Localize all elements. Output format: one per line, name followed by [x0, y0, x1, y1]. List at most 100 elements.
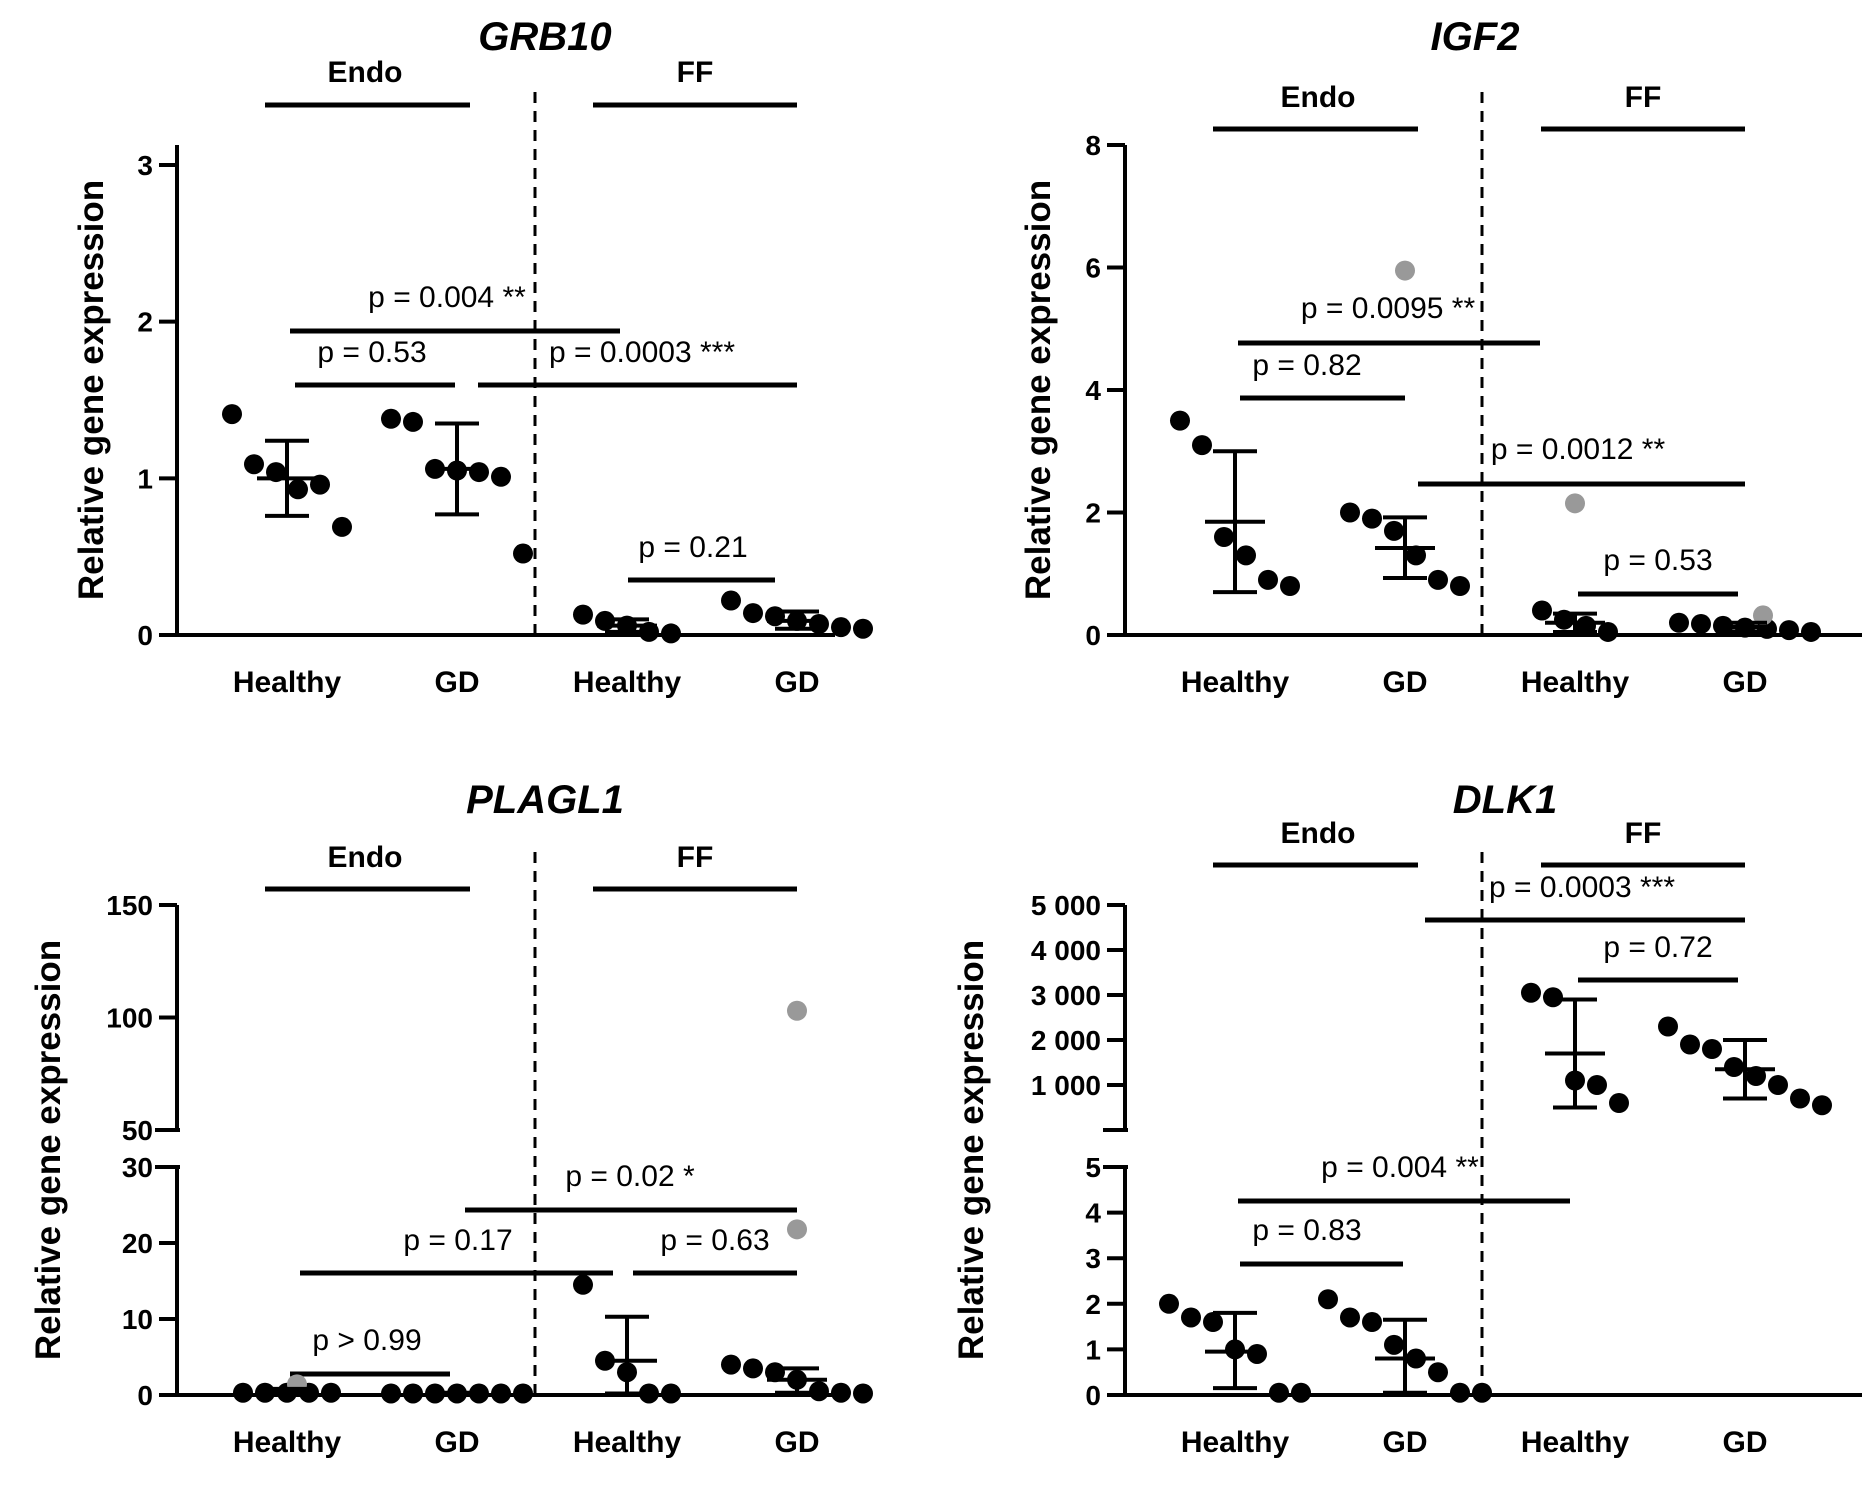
p-value-label: p = 0.0012 **	[1491, 433, 1666, 466]
p-value-label: p = 0.82	[1252, 349, 1361, 382]
p-value-label: p = 0.17	[403, 1224, 512, 1257]
data-point	[491, 1383, 511, 1404]
y-tick-label: 3	[137, 150, 153, 181]
data-point	[1450, 576, 1470, 596]
y-tick-label: 50	[122, 1115, 153, 1146]
y-tick-label: 4 000	[1031, 935, 1101, 966]
x-tick-label: GD	[435, 666, 480, 699]
x-tick-label: Healthy	[1181, 666, 1290, 699]
data-point	[1340, 1307, 1360, 1328]
x-tick-label: Healthy	[573, 666, 682, 699]
group-label-endo: Endo	[328, 841, 403, 874]
data-marks	[233, 1000, 873, 1404]
data-point	[1280, 576, 1300, 596]
y-tick-label: 1 000	[1031, 1070, 1101, 1101]
outlier-point	[787, 1219, 807, 1240]
data-point	[1691, 613, 1711, 634]
x-tick-label: Healthy	[573, 1426, 682, 1459]
data-point	[1669, 612, 1689, 633]
p-value-label: p = 0.004 **	[368, 281, 526, 314]
chart-title: IGF2	[1431, 15, 1520, 59]
data-point	[1680, 1034, 1700, 1055]
data-marks	[1159, 982, 1832, 1403]
data-point	[1702, 1039, 1722, 1059]
x-tick-label: GD	[775, 666, 820, 699]
y-tick-label: 1	[137, 463, 153, 494]
data-point	[809, 614, 829, 635]
y-axis-label: Relative gene expression	[1019, 180, 1058, 600]
data-point	[1543, 987, 1563, 1008]
data-point	[1291, 1382, 1311, 1403]
data-point	[1318, 1289, 1338, 1310]
y-tick-label: 2	[1085, 1289, 1101, 1320]
y-tick-label: 3	[1085, 1243, 1101, 1274]
data-point	[381, 408, 401, 429]
data-marks	[222, 404, 873, 644]
y-tick-label: 10	[122, 1304, 153, 1335]
p-value-label: p = 0.83	[1252, 1214, 1361, 1247]
x-tick-label: GD	[1383, 666, 1428, 699]
data-point	[721, 590, 741, 611]
outlier-point	[1565, 493, 1585, 514]
data-point	[233, 1382, 253, 1403]
data-point	[1269, 1382, 1289, 1403]
x-tick-label: Healthy	[1521, 666, 1630, 699]
data-point	[469, 462, 489, 483]
y-tick-label: 2	[1085, 498, 1101, 529]
data-point	[403, 1383, 423, 1404]
data-point	[1779, 620, 1799, 641]
y-ticks: 0 1 2 3	[137, 150, 177, 651]
data-point	[244, 454, 264, 475]
data-point	[1472, 1382, 1492, 1403]
y-tick-label: 150	[106, 890, 153, 921]
data-point	[1768, 1075, 1788, 1095]
x-tick-label: Healthy	[1521, 1426, 1630, 1459]
y-ticks: 0 2 4 6 8	[1085, 130, 1125, 651]
y-tick-label: 3 000	[1031, 980, 1101, 1011]
data-point	[1609, 1093, 1629, 1113]
data-point	[1658, 1016, 1678, 1037]
data-point	[1340, 502, 1360, 523]
y-tick-label: 4	[1085, 1198, 1101, 1229]
panel-igf2: IGF2 Endo FF 0 2 4 6 8 Relative gene express…	[1019, 15, 1862, 699]
y-tick-label: 6	[1085, 253, 1101, 284]
data-point	[1181, 1307, 1201, 1328]
data-point	[765, 606, 785, 627]
data-point	[1170, 410, 1190, 431]
data-point	[513, 543, 533, 564]
p-value-label: p = 0.0003 ***	[549, 336, 735, 369]
y-tick-label: 1	[1085, 1334, 1101, 1365]
data-point	[288, 479, 308, 500]
comparisons: p = 0.0095 ** p = 0.82 p = 0.0012 ** p =…	[1238, 292, 1745, 597]
x-tick-label: Healthy	[1181, 1426, 1290, 1459]
y-tick-label: 5	[1085, 1152, 1101, 1183]
data-point	[1598, 621, 1618, 642]
data-point	[491, 466, 511, 487]
y-tick-label: 5 000	[1031, 890, 1101, 921]
y-tick-label: 0	[137, 1380, 153, 1411]
data-point	[1384, 520, 1404, 541]
data-point	[1790, 1088, 1810, 1109]
y-tick-label: 2	[137, 307, 153, 338]
data-marks	[1170, 260, 1821, 642]
data-point	[513, 1383, 533, 1404]
p-value-label: p = 0.21	[638, 531, 747, 564]
y-tick-label: 4	[1085, 375, 1101, 406]
y-axis-label: Relative gene expression	[29, 940, 68, 1360]
x-tick-label: GD	[1723, 666, 1768, 699]
data-point	[332, 516, 352, 537]
data-point	[1203, 1312, 1223, 1333]
group-label-ff: FF	[677, 841, 714, 874]
panel-plagl1: PLAGL1 Endo FF 0 10 20 30 50 100 150 Relative …	[29, 778, 873, 1459]
group-label-endo: Endo	[1281, 817, 1356, 850]
data-point	[853, 618, 873, 639]
data-point	[721, 1354, 741, 1375]
data-point	[381, 1383, 401, 1404]
data-point	[1214, 527, 1234, 547]
data-point	[573, 604, 593, 625]
comparisons: p = 0.02 * p = 0.17 p = 0.63 p > 0.99	[290, 1160, 797, 1377]
data-point	[743, 603, 763, 624]
data-point	[222, 404, 242, 425]
chart-title: PLAGL1	[466, 778, 624, 822]
